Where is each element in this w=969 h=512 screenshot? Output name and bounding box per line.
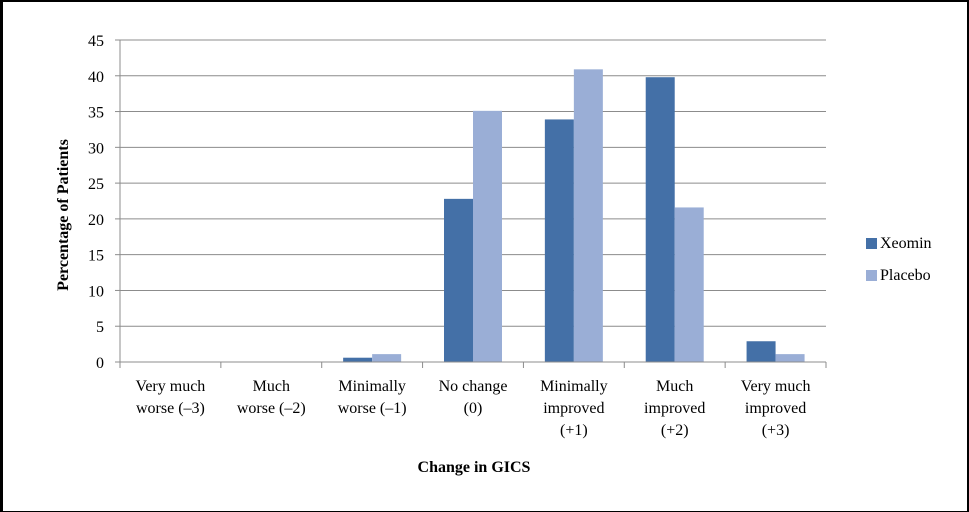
legend-swatch-xeomin [866, 238, 877, 249]
bar-placebo-2 [372, 354, 402, 362]
x-category-label: improved [644, 400, 705, 417]
y-tick-label: 25 [88, 176, 104, 193]
bar-placebo-5 [674, 207, 704, 362]
bar-placebo-6 [775, 354, 805, 362]
x-category-label: Minimally [540, 378, 608, 395]
x-category-label: Very much [741, 378, 811, 395]
legend-label-xeomin: Xeomin [880, 235, 932, 252]
legend-label-placebo: Placebo [880, 267, 931, 284]
y-tick-label: 40 [88, 69, 104, 86]
y-axis-title: Percentage of Patients [55, 139, 72, 291]
x-category-label: worse (–1) [338, 400, 407, 417]
x-category-label: worse (–3) [136, 400, 205, 417]
x-category-labels: Very much worse (–3) Much worse (–2) Minimal… [136, 378, 811, 439]
x-category-label: No change [439, 378, 508, 395]
y-tick-label: 0 [96, 355, 104, 372]
y-tick-label: 30 [88, 140, 104, 157]
y-tick-label: 20 [88, 212, 104, 229]
y-tick-labels: 0 5 10 15 20 25 30 35 40 45 [88, 33, 120, 372]
x-category-label: improved [745, 400, 806, 417]
x-category-label: Much [253, 378, 290, 395]
legend-swatch-placebo [866, 270, 877, 281]
bar-xeomin-6 [746, 341, 776, 362]
axes [119, 40, 827, 368]
x-category-label: improved [543, 400, 604, 417]
x-category-label: (+3) [762, 422, 790, 439]
x-category-label: worse (–2) [237, 400, 306, 417]
bar-xeomin-5 [645, 77, 675, 362]
y-tick-label: 35 [88, 105, 104, 122]
y-tick-label: 45 [88, 33, 104, 50]
x-category-label: Minimally [338, 378, 406, 395]
bar-placebo-4 [573, 69, 603, 363]
y-tick-label: 10 [88, 283, 104, 300]
x-category-label: Very much [136, 378, 206, 395]
bar-xeomin-4 [544, 119, 574, 362]
x-category-label: (+1) [560, 422, 588, 439]
bar-placebo-3 [473, 110, 502, 362]
y-tick-label: 15 [88, 248, 104, 265]
bar-xeomin-3 [444, 198, 473, 362]
bar-xeomin-2 [343, 357, 373, 362]
gridlines [120, 39, 826, 327]
x-axis-title: Change in GICS [418, 459, 531, 476]
bars [343, 69, 805, 363]
legend: Xeomin Placebo [866, 235, 932, 284]
x-category-label: (0) [464, 400, 483, 417]
x-category-label: (+2) [661, 422, 689, 439]
x-category-label: Much [656, 378, 693, 395]
y-tick-label: 5 [96, 319, 104, 336]
